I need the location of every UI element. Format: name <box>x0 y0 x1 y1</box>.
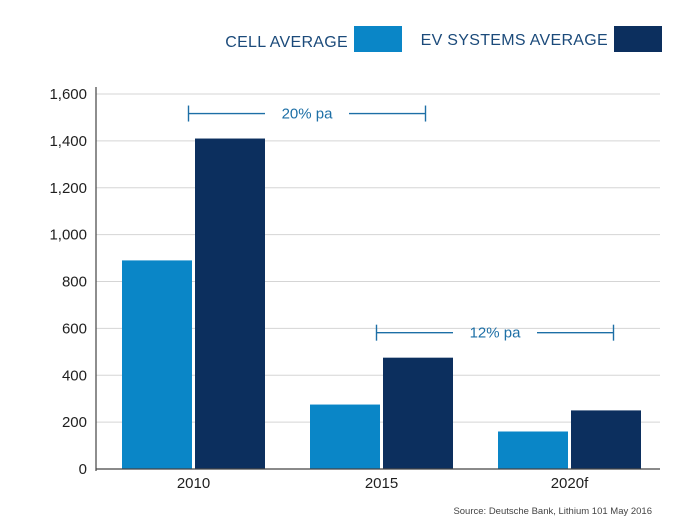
y-tick-label: 1,200 <box>49 180 87 197</box>
y-tick-label: 0 <box>79 461 87 478</box>
legend-label-cell-average: CELL AVERAGE <box>225 34 348 51</box>
y-tick-label: 1,600 <box>49 86 87 103</box>
y-tick-label: 200 <box>62 414 87 431</box>
bar-cell-average-2015 <box>310 404 380 469</box>
legend: CELL AVERAGE EV SYSTEMS AVERAGE <box>225 26 662 52</box>
growth-annotations: 20% pa 12% pa <box>187 105 615 342</box>
y-tick-label: 1,400 <box>49 133 87 150</box>
x-category-label: 2010 <box>177 475 210 492</box>
x-category-label: 2015 <box>365 475 398 492</box>
bar-cell-average-2020f <box>498 431 568 469</box>
bar-ev-systems-average-2010 <box>195 138 265 469</box>
y-tick-label: 800 <box>62 274 87 291</box>
legend-label-ev-systems-average: EV SYSTEMS AVERAGE <box>421 32 608 49</box>
axes <box>95 87 660 471</box>
source-note: Source: Deutsche Bank, Lithium 101 May 2… <box>453 506 652 517</box>
y-tick-labels: 0 200 400 600 800 1,000 1,200 1,400 1,600 <box>49 86 87 478</box>
bar-cell-average-2010 <box>122 260 192 469</box>
x-category-labels: 2010 2015 2020f <box>177 475 589 492</box>
x-category-label: 2020f <box>551 475 589 492</box>
growth-annotation: 12% pa <box>375 324 615 342</box>
annotation-label: 12% pa <box>470 325 522 342</box>
bar-ev-systems-average-2015 <box>383 357 453 469</box>
bars <box>122 138 641 469</box>
bar-ev-systems-average-2020f <box>571 410 641 469</box>
y-tick-label: 400 <box>62 367 87 384</box>
legend-swatch-ev-systems-average <box>614 26 662 52</box>
y-tick-label: 1,000 <box>49 227 87 244</box>
y-tick-label: 600 <box>62 320 87 337</box>
legend-swatch-cell-average <box>354 26 402 52</box>
annotation-label: 20% pa <box>282 106 334 123</box>
growth-annotation: 20% pa <box>187 105 427 123</box>
